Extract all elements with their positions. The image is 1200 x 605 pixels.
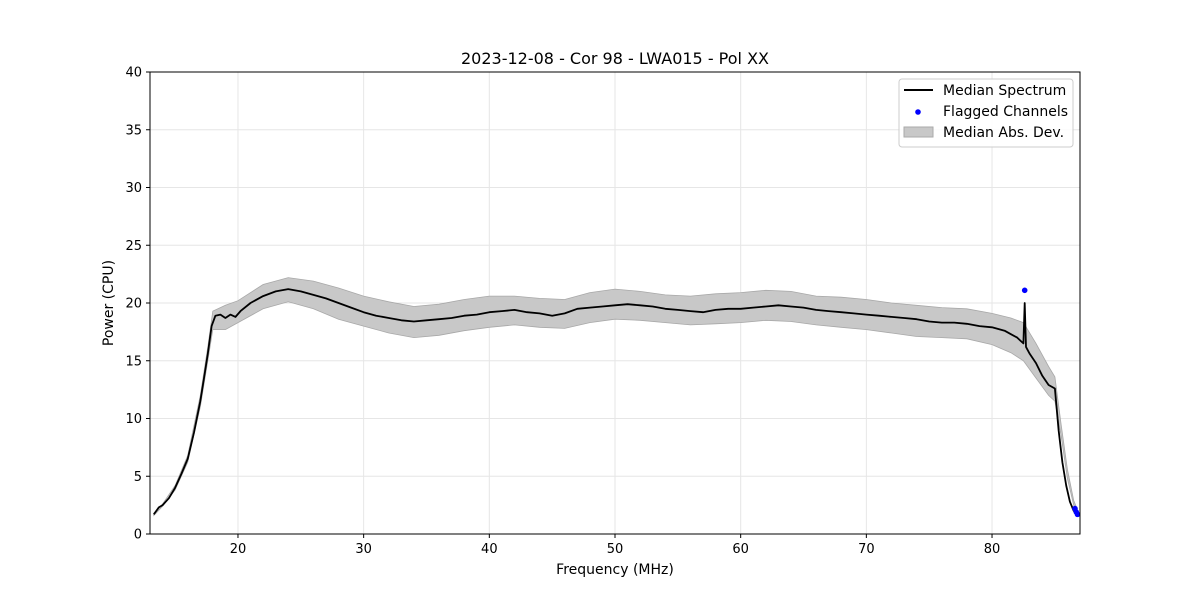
legend-box — [898, 78, 1074, 148]
x-tick-label: 80 — [984, 542, 1001, 557]
legend-label-median-abs-dev: Median Abs. Dev. — [943, 125, 1064, 141]
y-tick-label: 35 — [125, 123, 142, 138]
y-tick-label: 0 — [134, 528, 142, 543]
x-tick-label: 60 — [732, 542, 749, 557]
x-axis-label: Frequency (MHz) — [556, 562, 674, 578]
y-tick-label: 40 — [125, 66, 142, 81]
chart-title: 2023-12-08 - Cor 98 - LWA015 - Pol XX — [461, 49, 769, 68]
x-tick-label: 20 — [230, 542, 247, 557]
plot-area — [153, 277, 1081, 518]
flagged-channel-point — [1021, 287, 1028, 294]
legend: Median Spectrum Flagged Channels Median … — [898, 78, 1074, 148]
y-tick-label: 10 — [125, 412, 142, 427]
y-tick-label: 5 — [134, 470, 142, 485]
legend-patch-swatch — [903, 126, 934, 138]
y-tick-label: 30 — [125, 181, 142, 196]
y-axis-label: Power (CPU) — [101, 260, 117, 346]
legend-marker-swatch — [915, 109, 921, 115]
x-tick-label: 30 — [355, 542, 372, 557]
x-tick-label: 70 — [858, 542, 875, 557]
x-tick-label: 50 — [607, 542, 624, 557]
flagged-channel-point — [1074, 511, 1081, 518]
y-tick-label: 15 — [125, 354, 142, 369]
legend-label-median-spectrum: Median Spectrum — [943, 83, 1066, 99]
median-spectrum-line — [153, 288, 1078, 515]
x-axis-ticks: 20 30 40 50 60 70 80 — [230, 534, 1001, 557]
y-tick-label: 20 — [125, 297, 142, 312]
x-tick-label: 40 — [481, 542, 498, 557]
legend-label-flagged-channels: Flagged Channels — [943, 104, 1068, 120]
y-tick-label: 25 — [125, 239, 142, 254]
y-axis-ticks: 0 5 10 15 20 25 30 35 40 — [125, 66, 150, 543]
